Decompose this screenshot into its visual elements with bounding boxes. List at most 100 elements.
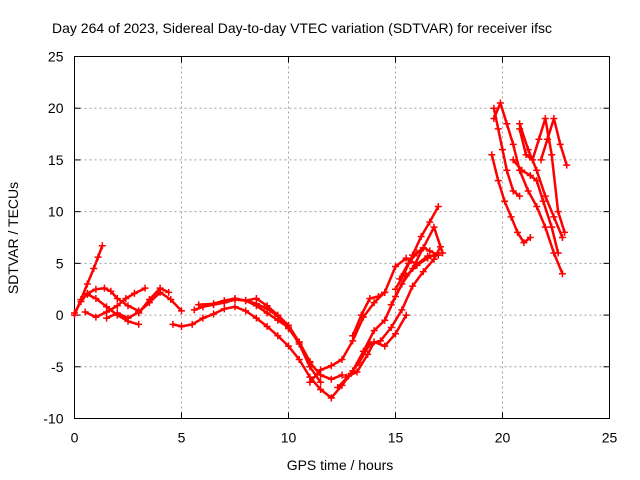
data-point (130, 289, 138, 297)
data-point (398, 280, 406, 288)
data-point (103, 314, 111, 322)
series-trace-25 (537, 115, 571, 169)
data-point (124, 314, 132, 322)
data-point (392, 330, 399, 338)
data-point (402, 311, 410, 319)
series-trace-18 (387, 223, 447, 309)
data-point (550, 115, 558, 123)
data-point (165, 288, 173, 296)
data-point (145, 296, 153, 304)
data-point (353, 368, 361, 376)
x-tick-label: 10 (281, 430, 297, 446)
series-trace-23 (509, 156, 562, 257)
y-tick-label: 5 (56, 255, 64, 271)
y-tick-label: 25 (48, 49, 64, 65)
data-point (366, 295, 374, 303)
data-point (242, 297, 250, 305)
data-point (327, 362, 335, 370)
data-point (539, 197, 547, 205)
data-point (327, 375, 335, 383)
data-point (199, 314, 207, 322)
data-point (263, 322, 271, 330)
data-point (439, 249, 447, 257)
data-point (178, 307, 185, 315)
data-point (543, 135, 551, 143)
data-point (342, 373, 350, 381)
data-point (558, 270, 566, 278)
x-tick-label: 0 (71, 430, 79, 446)
data-point (92, 295, 100, 303)
data-point (263, 302, 271, 310)
data-point (81, 308, 89, 316)
data-point (396, 275, 404, 283)
data-point (503, 166, 511, 174)
data-point (381, 342, 389, 350)
series-trace-1 (71, 242, 106, 319)
data-point (496, 99, 504, 107)
data-point (135, 309, 143, 317)
data-point (92, 285, 100, 293)
data-point (370, 327, 378, 335)
data-point (533, 177, 541, 185)
data-point (513, 228, 521, 236)
data-point (113, 302, 121, 310)
data-point (507, 213, 515, 221)
data-point (424, 254, 432, 262)
data-point (90, 265, 98, 273)
x-tick-label: 15 (388, 430, 404, 446)
y-tick-label: 0 (56, 307, 64, 323)
data-point (541, 115, 549, 123)
data-point (490, 115, 498, 123)
data-point (556, 140, 564, 148)
data-point (558, 234, 566, 241)
data-point (426, 247, 434, 255)
data-point (188, 320, 196, 328)
data-point (524, 187, 532, 195)
series-trace-10 (242, 295, 346, 383)
series-trace-8 (195, 295, 325, 386)
series-trace-24 (516, 115, 569, 236)
data-point (107, 287, 115, 295)
y-tick-label: -5 (51, 359, 64, 375)
data-point (520, 239, 528, 247)
data-point (113, 309, 121, 317)
data-point (210, 301, 218, 309)
series-trace-15 (349, 288, 389, 340)
data-point (317, 386, 325, 394)
y-axis-label: SDTVAR / TECUs (5, 182, 21, 294)
data-point (494, 125, 502, 133)
data-point (563, 161, 571, 169)
data-point (167, 296, 175, 304)
axis-ticks: 0 5 10 15 20 25 -10 -5 0 5 10 15 20 25 (43, 49, 617, 446)
data-point (409, 282, 417, 290)
series-line (389, 225, 444, 306)
data-point (98, 242, 106, 250)
data-point (338, 356, 346, 364)
data-point (374, 292, 382, 300)
data-point (554, 249, 562, 257)
chart-title: Day 264 of 2023, Sidereal Day-to-day VTE… (52, 20, 552, 36)
series-trace-19 (488, 151, 534, 247)
series-line (137, 286, 170, 315)
data-point (169, 320, 177, 328)
x-tick-label: 25 (602, 430, 618, 446)
data-point (426, 218, 434, 226)
data-point (327, 394, 335, 402)
series-line (518, 117, 566, 234)
data-point (419, 244, 427, 252)
data-point (417, 232, 425, 240)
data-point (548, 223, 556, 231)
data-point (220, 305, 228, 313)
series-trace-20 (490, 104, 524, 200)
x-tick-label: 5 (178, 430, 186, 446)
y-tick-label: 20 (48, 100, 64, 116)
data-point (285, 321, 292, 329)
data-point (357, 311, 365, 319)
data-point (494, 177, 502, 185)
data-point (434, 202, 442, 210)
data-point (349, 332, 357, 340)
data-point (392, 262, 399, 270)
data-point (295, 356, 303, 364)
series-line (171, 305, 333, 400)
data-point (199, 303, 207, 311)
